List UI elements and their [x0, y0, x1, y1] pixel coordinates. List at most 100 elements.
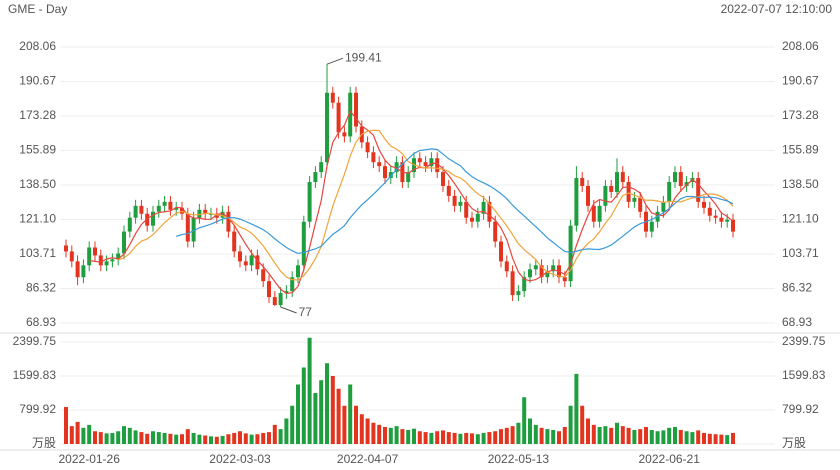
y-tick-label: 155.89	[782, 143, 819, 157]
volume-bar	[104, 433, 109, 444]
candle-body	[319, 162, 324, 173]
candle-body	[348, 92, 353, 137]
volume-bar	[464, 432, 469, 444]
candle-body	[667, 182, 672, 202]
candle-body	[185, 213, 190, 242]
y-tick-label: 103.71	[19, 246, 56, 260]
volume-bar	[394, 426, 399, 444]
candle-body	[336, 102, 341, 133]
candle-body	[574, 178, 579, 226]
candle-body	[214, 213, 219, 218]
volume-bar	[319, 380, 324, 444]
candle-body	[632, 197, 637, 202]
volume-bar	[487, 432, 492, 444]
candle-body	[249, 255, 254, 266]
volume-bar	[168, 433, 173, 444]
volume-bar	[522, 397, 527, 444]
volume-bar	[98, 432, 103, 444]
y-tick-label: 86.32	[26, 281, 56, 295]
volume-bar	[661, 430, 666, 444]
y-tick-label: 万股	[782, 436, 806, 450]
candle-body	[133, 205, 138, 218]
candle-body	[406, 172, 411, 183]
volume-bar	[696, 430, 701, 444]
volume-bar	[232, 432, 237, 444]
volume-bar	[359, 414, 364, 444]
candle-body	[626, 182, 631, 202]
volume-bar	[446, 432, 451, 444]
candle-body	[284, 291, 289, 294]
candle-body	[702, 201, 706, 208]
volume-bar	[255, 434, 260, 444]
volume-bar	[470, 433, 474, 444]
volume-bar	[649, 429, 654, 444]
candle-body	[267, 281, 271, 298]
candle-body	[354, 92, 358, 127]
candle-body	[110, 259, 115, 262]
candle-body	[487, 201, 492, 222]
candle-body	[87, 247, 92, 266]
volume-bar	[481, 432, 486, 444]
candle-body	[203, 209, 208, 214]
candle-body	[220, 211, 225, 218]
candle-body	[684, 182, 689, 186]
y-tick-label: 190.67	[19, 74, 56, 88]
y-tick-label: 799.92	[782, 402, 819, 416]
volume-bar	[383, 426, 387, 444]
candle-body	[238, 251, 242, 262]
candle-body	[539, 265, 544, 278]
y-tick-label: 190.67	[782, 74, 819, 88]
candle-body	[603, 185, 608, 206]
candle-body	[156, 205, 161, 212]
volume-bar	[69, 426, 74, 444]
candle-body	[191, 217, 196, 242]
candle-body	[609, 185, 614, 192]
volume-bar	[533, 424, 538, 444]
volume-bar	[539, 427, 544, 444]
volume-bar	[342, 405, 347, 444]
x-tick-label: 2022-05-13	[488, 452, 550, 466]
volume-bar	[690, 432, 695, 444]
volume-bar	[307, 337, 312, 444]
volume-bar	[586, 418, 590, 444]
candle-body	[255, 255, 260, 270]
volume-bar	[325, 363, 329, 444]
volume-bar	[272, 424, 277, 444]
volume-bar	[441, 430, 445, 444]
candle-body	[580, 178, 585, 186]
candle-body	[731, 219, 735, 232]
volume-bar	[684, 431, 689, 444]
candle-body	[551, 265, 556, 272]
volume-bar	[185, 429, 190, 444]
volume-bar	[603, 426, 608, 444]
volume-bar	[238, 431, 242, 444]
volume-bar	[591, 424, 596, 444]
candle-body	[243, 261, 248, 266]
candle-body	[499, 241, 503, 262]
volume-bar	[551, 429, 556, 444]
candle-body	[139, 205, 144, 214]
volume-bar	[301, 367, 306, 444]
candle-body	[510, 271, 515, 296]
candle-body	[394, 162, 399, 173]
volume-bar	[644, 426, 648, 444]
volume-bar	[417, 431, 422, 444]
volume-bar	[133, 430, 138, 444]
volume-bar	[145, 433, 150, 444]
candle-body	[342, 132, 347, 137]
volume-bar	[127, 427, 132, 444]
candle-body	[93, 247, 97, 256]
y-tick-label: 万股	[32, 436, 56, 450]
candle-body	[261, 269, 266, 282]
volume-bar	[452, 432, 457, 444]
y-tick-label: 173.28	[19, 108, 56, 122]
volume-bar	[290, 405, 295, 444]
candle-body	[104, 261, 109, 266]
volume-bar	[713, 434, 718, 444]
ma-line	[176, 148, 734, 255]
volume-bar	[87, 424, 92, 444]
candle-body	[446, 185, 451, 196]
volume-bar	[504, 427, 509, 444]
volume-bar	[365, 418, 370, 444]
